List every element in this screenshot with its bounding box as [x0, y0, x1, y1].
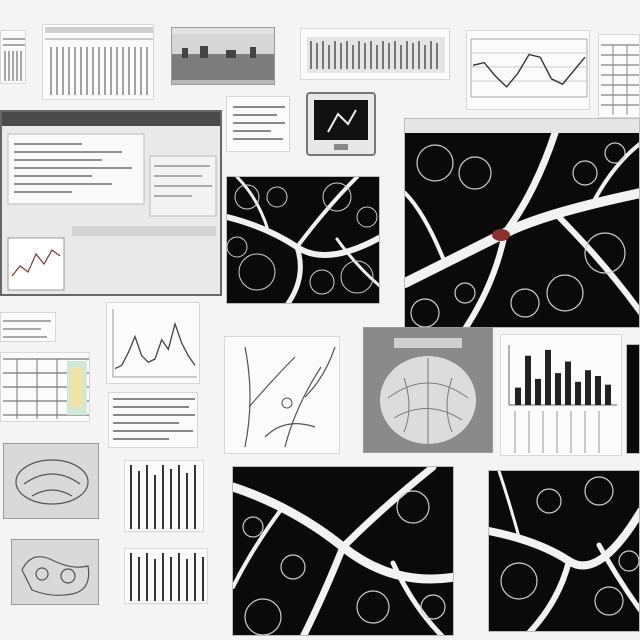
bar-chart-thumbnail [500, 334, 622, 456]
monitor-thumbnail [306, 92, 376, 156]
text-card-thumbnail [226, 96, 290, 152]
monitor-icon [314, 100, 368, 150]
vessel-network-image [227, 177, 379, 303]
text-lines [3, 320, 51, 338]
vessel-network-image [489, 471, 639, 631]
micrograph-vessels-large [404, 118, 640, 328]
vessel-sketch-thumbnail [224, 336, 340, 454]
bar-chart [508, 345, 617, 453]
tick-marks [307, 37, 445, 73]
line-chart-thumbnail-middle [106, 302, 200, 384]
stripes [130, 553, 204, 601]
table-thumbnail-top-right [598, 34, 640, 118]
specimen-photo-thumbnail [364, 328, 492, 452]
line-sketch [244, 346, 336, 448]
software-window-screenshot [0, 110, 222, 296]
stripes [45, 27, 153, 95]
micrograph-vessels-medium [226, 176, 380, 304]
table-lines [601, 44, 639, 115]
cell-outline-thumbnail-upper [4, 444, 98, 518]
stripe-thumbnail-lower [124, 548, 208, 604]
line-chart-thumbnail-top [466, 30, 590, 110]
chart-bars [515, 349, 611, 405]
specimen-image [380, 338, 476, 444]
stripe-thumbnail-upper [124, 460, 204, 532]
vessel-network-image [233, 467, 453, 635]
chart-bar [555, 373, 561, 405]
table-lines [3, 38, 25, 81]
cell-outline-image [15, 459, 89, 505]
image-header-strip [405, 119, 639, 133]
chart-bar [545, 349, 551, 405]
chart-bar [515, 387, 521, 405]
text-block-thumbnail [108, 392, 198, 448]
chart-bar [565, 361, 571, 405]
chart-series-line [472, 53, 586, 88]
chart-bar [525, 355, 531, 405]
colored-table-thumbnail [0, 352, 90, 422]
document-thumbnail-top-left [0, 30, 26, 84]
chart-bar [595, 376, 601, 405]
text-lines [113, 398, 195, 440]
line-chart [112, 309, 197, 378]
dark-thumbnail-edge [626, 344, 640, 454]
line-chart [470, 38, 588, 98]
cell-outline-image [21, 556, 90, 596]
tick-strip-thumbnail [300, 28, 450, 80]
photo-thumbnail-landscape [172, 28, 274, 84]
window-title-bar [2, 112, 220, 126]
micrograph-vessels-bottom-center [232, 466, 454, 636]
chart-bar [585, 370, 591, 405]
cell-outline-thumbnail-lower [12, 540, 98, 604]
window-content [7, 133, 217, 291]
bar-table-thumbnail [42, 24, 154, 100]
chart-bar [605, 384, 611, 405]
stripes [130, 465, 196, 529]
vessel-network-image [405, 133, 639, 327]
chart-bar [575, 381, 581, 405]
micrograph-vessels-bottom-right [488, 470, 640, 632]
landscape-photo-icon [172, 28, 274, 80]
chart-bar [535, 378, 541, 405]
small-text-snippet [0, 312, 56, 342]
table-grid [3, 358, 89, 419]
chart-series-line [114, 321, 196, 370]
text-lines [233, 106, 285, 140]
